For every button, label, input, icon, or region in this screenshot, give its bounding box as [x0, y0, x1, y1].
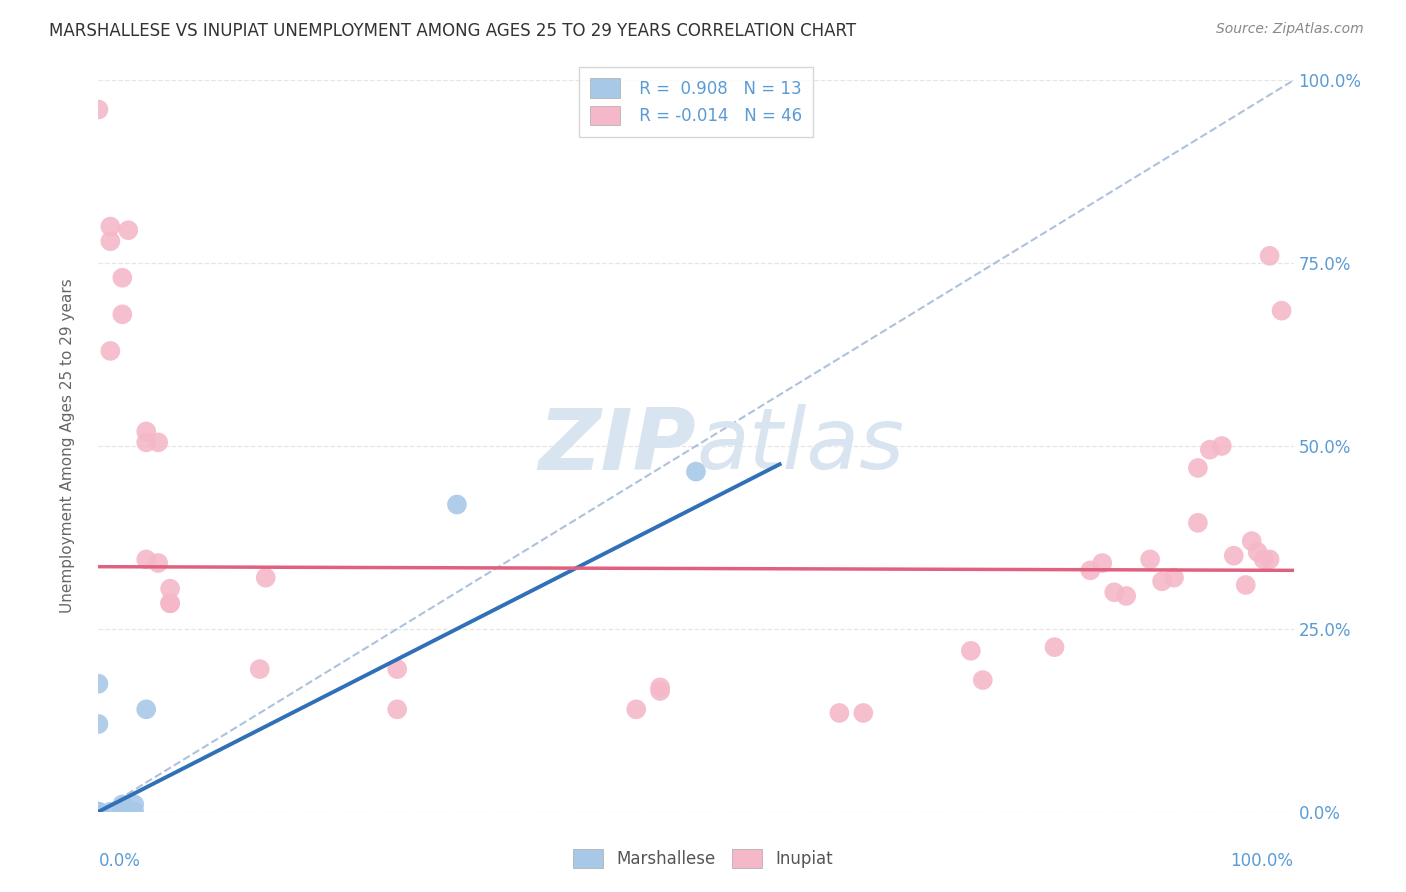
Point	[1240, 534, 1263, 549]
Point	[385, 702, 409, 716]
Point	[98, 343, 122, 358]
Point	[648, 681, 672, 695]
Point	[1234, 578, 1257, 592]
Point	[1271, 303, 1294, 318]
Point	[87, 103, 110, 117]
Point	[1258, 552, 1281, 566]
Point	[87, 676, 110, 690]
Point	[148, 435, 170, 450]
Point	[159, 596, 181, 610]
Point	[1115, 589, 1137, 603]
Text: atlas: atlas	[696, 404, 904, 488]
Legend: Marshallese, Inupiat: Marshallese, Inupiat	[567, 842, 839, 875]
Point	[249, 662, 271, 676]
Point	[1211, 439, 1233, 453]
Point	[1258, 249, 1281, 263]
Point	[254, 571, 277, 585]
Point	[148, 556, 170, 570]
Point	[446, 498, 468, 512]
Point	[1104, 585, 1126, 599]
Point	[159, 596, 181, 610]
Point	[648, 684, 672, 698]
Point	[972, 673, 994, 687]
Point	[87, 805, 110, 819]
Point	[1080, 563, 1102, 577]
Point	[828, 706, 851, 720]
Text: ZIP: ZIP	[538, 404, 696, 488]
Point	[1199, 442, 1222, 457]
Legend:  R =  0.908   N = 13,  R = -0.014   N = 46: R = 0.908 N = 13, R = -0.014 N = 46	[579, 67, 813, 136]
Point	[111, 797, 134, 812]
Point	[1152, 574, 1174, 589]
Y-axis label: Unemployment Among Ages 25 to 29 years: Unemployment Among Ages 25 to 29 years	[60, 278, 75, 614]
Point	[135, 552, 157, 566]
Point	[135, 435, 157, 450]
Point	[135, 425, 157, 439]
Text: MARSHALLESE VS INUPIAT UNEMPLOYMENT AMONG AGES 25 TO 29 YEARS CORRELATION CHART: MARSHALLESE VS INUPIAT UNEMPLOYMENT AMON…	[49, 22, 856, 40]
Point	[1187, 461, 1209, 475]
Point	[1187, 516, 1209, 530]
Point	[1247, 545, 1270, 559]
Point	[98, 234, 122, 248]
Point	[124, 797, 146, 812]
Point	[1253, 552, 1275, 566]
Point	[1043, 640, 1066, 655]
Point	[685, 465, 707, 479]
Point	[1091, 556, 1114, 570]
Point	[98, 219, 122, 234]
Point	[111, 307, 134, 321]
Point	[98, 805, 122, 819]
Point	[1163, 571, 1185, 585]
Point	[111, 270, 134, 285]
Point	[1223, 549, 1246, 563]
Point	[117, 223, 139, 237]
Point	[159, 582, 181, 596]
Point	[135, 702, 157, 716]
Text: Source: ZipAtlas.com: Source: ZipAtlas.com	[1216, 22, 1364, 37]
Point	[87, 805, 110, 819]
Point	[385, 662, 409, 676]
Point	[87, 717, 110, 731]
Point	[1139, 552, 1161, 566]
Point	[124, 805, 146, 819]
Text: 100.0%: 100.0%	[1230, 852, 1294, 870]
Point	[626, 702, 648, 716]
Point	[852, 706, 875, 720]
Point	[960, 644, 983, 658]
Text: 0.0%: 0.0%	[98, 852, 141, 870]
Point	[111, 805, 134, 819]
Point	[87, 805, 110, 819]
